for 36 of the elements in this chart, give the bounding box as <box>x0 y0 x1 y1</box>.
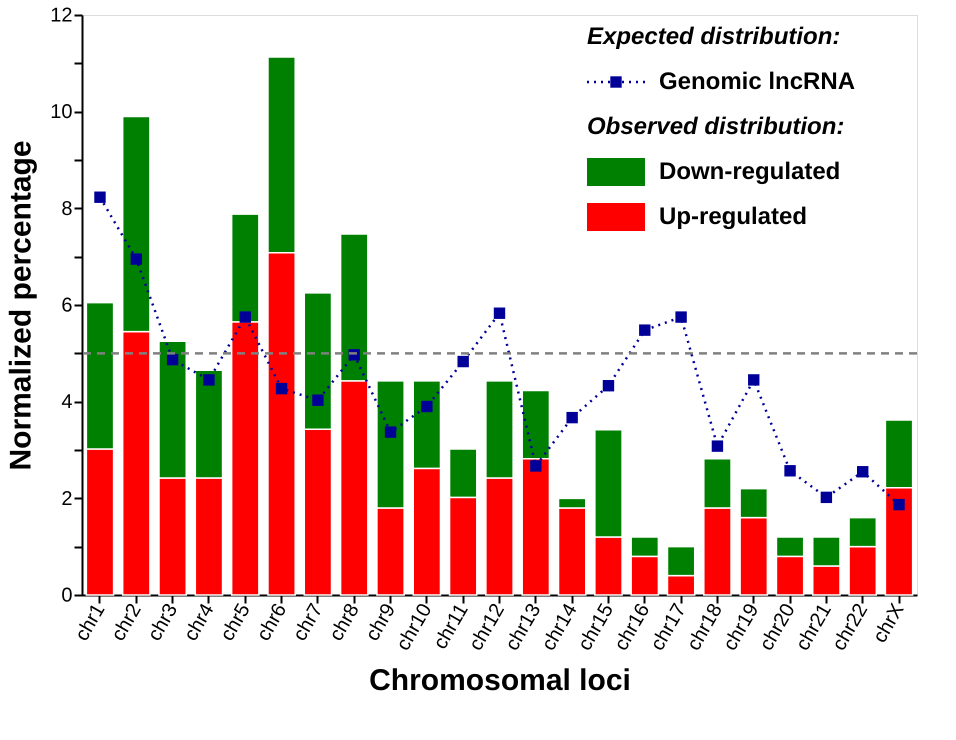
y-tick-label: 0 <box>61 584 72 606</box>
point <box>240 311 251 323</box>
y-tick-label: 12 <box>50 4 72 26</box>
y-tick-label: 2 <box>61 488 72 510</box>
point <box>712 440 724 452</box>
annotation: Observed distribution: <box>587 113 844 140</box>
point <box>457 356 469 368</box>
point <box>602 380 614 392</box>
point <box>530 460 542 472</box>
point <box>384 426 396 438</box>
x-axis-title: Chromosomal loci <box>369 664 631 697</box>
point <box>820 492 832 504</box>
y-tick-label: 4 <box>61 391 72 414</box>
legend-label: Down-regulated <box>659 158 840 185</box>
point <box>566 412 578 424</box>
point <box>675 311 687 323</box>
point <box>203 374 215 386</box>
point <box>130 253 142 265</box>
point <box>857 466 868 478</box>
y-axis-title: Normalized percentage <box>4 140 38 471</box>
annotation: Expected distribution: <box>587 23 840 50</box>
point <box>421 400 433 412</box>
legend-label: Genomic lncRNA <box>659 68 856 95</box>
point <box>312 394 324 406</box>
point <box>166 354 178 366</box>
point <box>784 465 796 476</box>
y-tick-label: 10 <box>50 101 72 124</box>
legend-label: Up-regulated <box>659 203 808 230</box>
point <box>748 374 760 386</box>
point <box>639 324 650 336</box>
y-tick-label: 8 <box>61 198 72 220</box>
point <box>893 498 905 510</box>
point <box>94 192 106 203</box>
y-tick-label: 6 <box>61 294 72 316</box>
point <box>494 308 506 319</box>
point <box>276 382 288 394</box>
